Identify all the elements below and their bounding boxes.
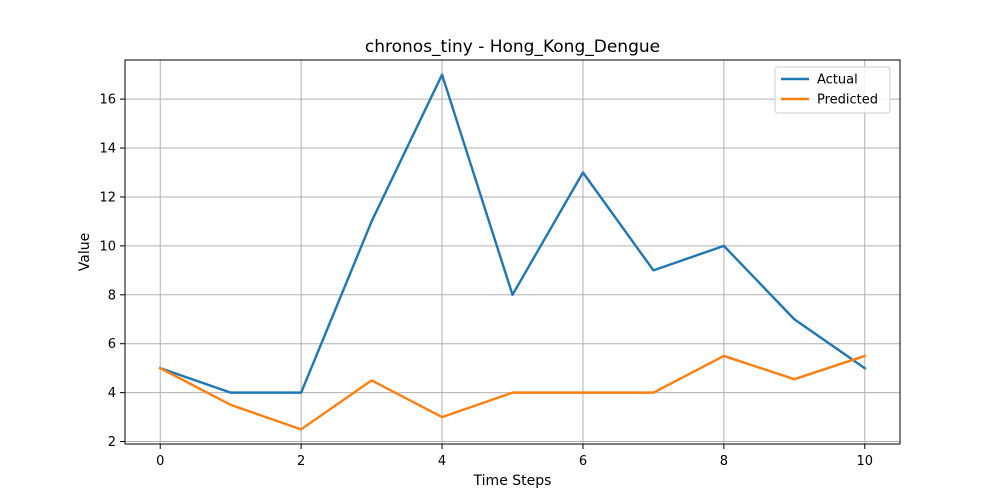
legend: Actual Predicted — [774, 66, 891, 114]
y-tick-label: 10 — [99, 239, 116, 254]
x-tick-label: 8 — [720, 454, 728, 469]
x-tick-label: 0 — [156, 454, 164, 469]
y-tick-label: 16 — [99, 93, 116, 108]
y-tick-label: 4 — [108, 386, 116, 401]
x-axis-label: Time Steps — [473, 473, 552, 489]
y-axis-label: Value — [77, 233, 93, 271]
chart-title: chronos_tiny - Hong_Kong_Dengue — [365, 37, 660, 57]
y-tick-label: 14 — [99, 142, 116, 157]
series-layer — [158, 73, 867, 431]
series-line-predicted — [158, 354, 867, 431]
ticks: 0 2 4 6 8 10 2 4 6 8 10 12 14 16 — [99, 93, 873, 469]
legend-label-actual: Actual — [817, 73, 858, 88]
y-tick-label: 2 — [108, 435, 116, 450]
y-tick-label: 12 — [99, 190, 116, 205]
y-tick-label: 6 — [108, 337, 116, 352]
series-line-actual — [158, 73, 867, 394]
plot-frame — [124, 59, 901, 445]
x-tick-label: 4 — [438, 454, 446, 469]
y-tick-label: 8 — [108, 288, 116, 303]
x-tick-label: 10 — [856, 454, 873, 469]
x-tick-label: 2 — [297, 454, 305, 469]
x-tick-label: 6 — [579, 454, 587, 469]
legend-label-predicted: Predicted — [817, 93, 878, 108]
